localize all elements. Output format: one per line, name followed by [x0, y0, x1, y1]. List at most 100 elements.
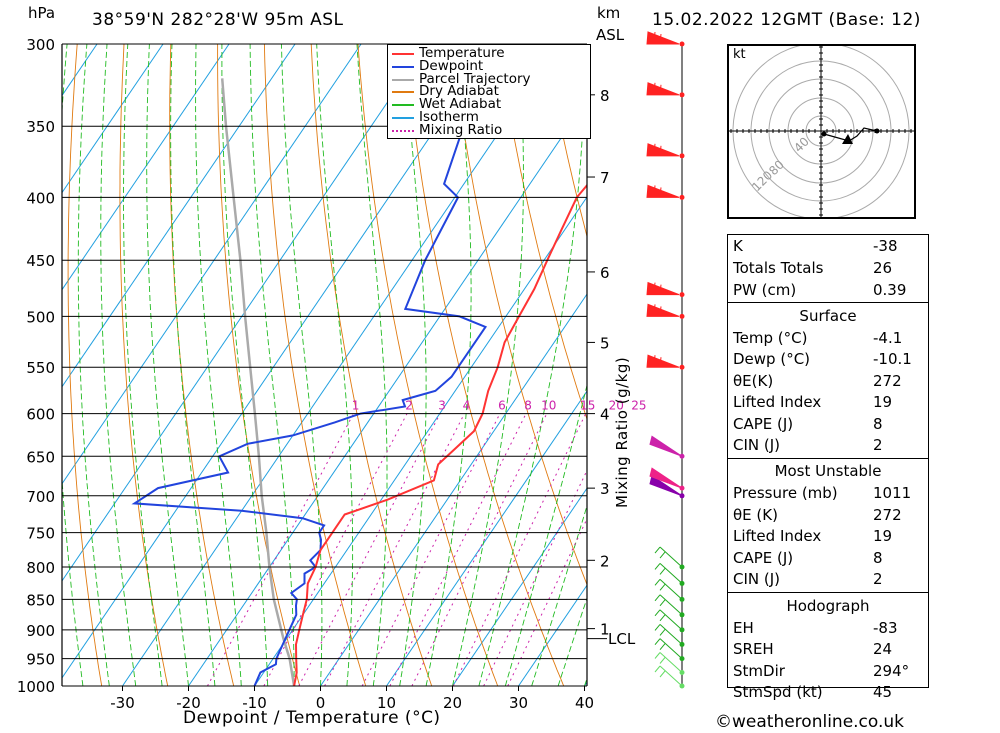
x-tick-label: -20: [176, 694, 201, 712]
dry-adiabat-line: [966, 44, 1000, 686]
isotherm-line: [62, 44, 494, 679]
dry-adiabat-line: [451, 44, 587, 586]
asl-label: ASL: [596, 26, 625, 44]
pressure-tick-label: 850: [26, 591, 55, 609]
wind-barb: [654, 546, 683, 568]
lcl-label: LCL: [608, 629, 636, 648]
hodograph-panel: 40 80 120 kt: [727, 40, 916, 222]
mixing-ratio-line: [507, 517, 587, 686]
mixing-ratio-line: [389, 413, 527, 686]
legend: Temperature Dewpoint Parcel Trajectory Dry …: [387, 44, 591, 139]
hodograph-point: [874, 128, 880, 134]
isotherm-line: [320, 293, 587, 686]
indices-table: K -38 Totals Totals 26 PW (cm) 0.39 Surface…: [727, 234, 929, 701]
mixing-ratio-label: 20: [609, 399, 624, 413]
km-tick-label: 1: [600, 621, 610, 639]
km-tick-label: 6: [600, 264, 610, 282]
mu-pressure-row: Pressure (mb) 1011: [728, 484, 928, 505]
wet-adiabat-line: [170, 44, 216, 686]
mixing-ratio-label: 15: [580, 399, 595, 413]
surface-temp-row: Temp (°C) -4.1: [728, 329, 928, 350]
isotherm-line: [452, 487, 587, 686]
legend-swatch: [392, 65, 414, 68]
pressure-tick-label: 800: [26, 559, 55, 577]
totals-totals-value: 26: [873, 259, 893, 277]
mu-theta-e-label: θE (K): [733, 506, 778, 524]
legend-label: Mixing Ratio: [419, 121, 503, 138]
legend-label: Isotherm: [419, 109, 479, 125]
wet-adiabat-line: [195, 44, 242, 686]
mixing-ratio-label: 25: [631, 399, 646, 413]
mixing-ratio-label: 2: [405, 399, 413, 413]
wind-barb: [654, 609, 683, 631]
surface-theta-e-row: θE(K) 272: [728, 372, 928, 393]
stmdir-value: 294°: [873, 662, 910, 680]
mixing-ratio-line: [411, 413, 548, 686]
eh-row: EH -83: [728, 619, 928, 640]
pw-row: PW (cm) 0.39: [728, 281, 928, 302]
surface-cin-row: CIN (J) 2: [728, 436, 928, 457]
wind-level-dot: [679, 313, 685, 319]
wind-barb: [654, 578, 683, 600]
legend-label: Parcel Trajectory: [419, 70, 531, 87]
k-index-label: K: [733, 237, 743, 255]
wind-barb: [649, 467, 683, 489]
wind-barb: [646, 303, 680, 317]
wind-barb: [649, 435, 683, 457]
legend-label: Dry Adiabat: [419, 83, 499, 100]
dry-adiabat-line: [119, 44, 169, 686]
sreh-label: SREH: [733, 640, 774, 658]
hodograph-stats-title: Hodograph: [786, 597, 870, 615]
temperature-profile: [293, 183, 587, 686]
mu-pressure-value: 1011: [873, 484, 912, 502]
legend-item-dry-adiabat: Dry Adiabat: [388, 85, 588, 98]
x-tick-label: 10: [377, 694, 396, 712]
pressure-tick-label: 1000: [17, 678, 55, 696]
x-tick-label: -30: [110, 694, 135, 712]
surface-cape-label: CAPE (J): [733, 415, 794, 433]
pressure-tick-label: 900: [26, 622, 55, 640]
wet-adiabat-line: [425, 44, 472, 686]
pressure-tick-label: 700: [26, 488, 55, 506]
surface-li-row: Lifted Index 19: [728, 393, 928, 414]
mu-li-row: Lifted Index 19: [728, 527, 928, 548]
hodograph-point: [821, 131, 827, 137]
parcel-trajectory: [220, 78, 296, 686]
dry-adiabat-line: [169, 44, 235, 686]
legend-label: Temperature: [419, 45, 505, 61]
mu-li-label: Lifted Index: [733, 527, 822, 545]
wind-barb: [654, 563, 683, 584]
pressure-tick-label: 950: [26, 651, 55, 669]
pressure-tick-label: 500: [26, 308, 55, 326]
wet-adiabat-line: [100, 44, 137, 686]
legend-item-dewpoint: Dewpoint: [388, 57, 588, 74]
wind-barb: [654, 652, 683, 673]
wind-barb: [654, 638, 683, 660]
mixing-ratio-label: 4: [463, 399, 471, 413]
surface-dewp-label: Dewp (°C): [733, 350, 811, 368]
hodograph-trace: [823, 127, 878, 142]
legend-item-isotherm: Isotherm: [388, 109, 588, 125]
mixing-ratio-label: 3: [438, 399, 446, 413]
isotherm-line: [254, 196, 587, 686]
mu-cin-label: CIN (J): [733, 570, 781, 588]
stmdir-row: StmDir 294°: [728, 662, 928, 683]
mu-theta-e-row: θE (K) 272: [728, 506, 928, 527]
legend-swatch: [392, 104, 414, 107]
wet-adiabat-line: [62, 44, 84, 686]
wind-barb: [646, 82, 680, 96]
surface-temp-label: Temp (°C): [733, 329, 808, 347]
wet-adiabat-line: [221, 44, 269, 686]
wind-level-dot: [679, 194, 685, 200]
dry-adiabat-line: [920, 44, 1000, 686]
wind-barb: [646, 281, 680, 296]
isotherm-line: [62, 44, 362, 485]
legend-label: Dewpoint: [419, 57, 484, 74]
k-index-row: K -38: [728, 237, 928, 258]
storm-motion-marker: [842, 134, 853, 144]
dry-adiabat-line: [263, 44, 367, 686]
mu-li-value: 19: [873, 527, 893, 545]
datetime-label: 15.02.2022 12GMT (Base: 12): [652, 10, 921, 30]
copyright-link[interactable]: ©weatheronline.co.uk: [715, 712, 905, 732]
